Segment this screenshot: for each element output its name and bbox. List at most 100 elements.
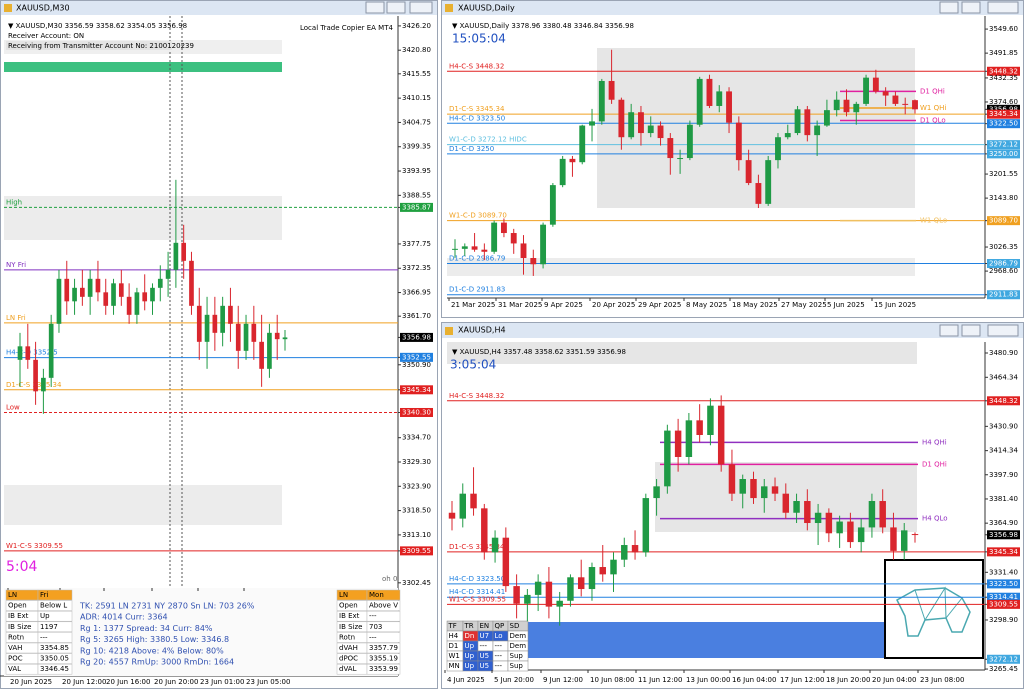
candle-body [686,124,693,159]
candle-body [728,464,736,494]
y-tick-label: 3399.35 [402,143,431,151]
restore-button[interactable] [961,1,981,14]
level-label: H4-C-S 3448.32 [449,62,504,70]
x-tick-label: 17 Jun 12:00 [780,676,824,684]
x-tick-label: 29 Apr 2025 [638,301,681,309]
minimize-button[interactable] [365,1,385,14]
candle-body [857,527,865,543]
candle-body [717,405,725,465]
level-label: W1-C-S 3309.55 [6,542,63,550]
y-tick-label: 3432.35 [989,74,1018,82]
x-tick-label: 18 May 2025 [732,301,778,309]
candle-body [814,125,821,136]
candle-timer: 5:04 [6,559,38,575]
x-tick-label: 16 Jun 04:00 [732,676,776,684]
panel-text: Below L [40,602,67,610]
logo [884,559,984,659]
trend-text: QP [495,622,505,630]
panel-text: IB Size [339,623,362,631]
x-tick-label: 11 Jun 12:00 [638,676,682,684]
title-bar[interactable] [442,323,1023,338]
title-bar[interactable] [442,1,1023,15]
candle-body [847,521,854,543]
candle-body [872,77,879,92]
panel-text: dVAH [339,644,358,652]
restore-button[interactable] [961,324,981,337]
panel-stat: Rg 20: 4557 RmUp: 3000 RmDn: 1664 [80,658,234,667]
minimize-button[interactable] [939,1,959,14]
candle-timer: 15:05:04 [452,32,506,46]
level-label: D1-C-S 3345.34 [449,105,505,113]
candle-body [794,109,801,134]
title-bar[interactable] [1,1,437,15]
zone [4,62,282,72]
window-frame [0,0,438,689]
trend-text: Dem [510,632,527,640]
candle-body [243,323,249,351]
level-label: H4-C-S 3448.32 [449,392,504,400]
panel-text: --- [40,633,48,641]
panel-text: IB Size [8,623,31,631]
candle-body [912,100,918,110]
price-tag [987,109,1020,119]
minimize-button[interactable] [939,324,959,337]
level-label: D1-C-D 2986.79 [449,255,505,263]
candle-body [642,498,650,553]
panel-text: Mon [369,591,384,599]
candle-body [892,95,899,104]
candle-body [481,249,488,252]
y-tick-label: 3309.55 [989,600,1018,608]
x-tick-label: 20 Apr 2025 [592,301,635,309]
x-tick-label: 23 Jun 08:00 [920,676,964,684]
candle-body [696,420,703,436]
panel-stat: ADR: 4014 Curr: 3364 [80,613,168,622]
candle-body [825,512,833,534]
x-tick-label: 20 Jun 2025 [10,678,52,686]
close-button[interactable] [987,324,1019,337]
candle-body [638,112,644,134]
level-label: D1 QLo [920,117,946,125]
symbol-info: ▼ XAUUSD,H4 3357.48 3358.62 3351.59 3356… [452,348,626,356]
trend-text: TF [448,622,457,630]
candle-body [228,305,233,324]
y-tick-label: 2911.83 [989,291,1018,299]
panel-text: Above V [369,602,398,610]
candle-body [674,430,682,458]
close-button[interactable] [409,1,433,14]
candle-body [513,586,520,604]
candle-body [549,185,556,225]
candle-body [911,534,919,536]
panel-cell [37,632,73,643]
candle-body [588,567,596,590]
x-tick-label: 20 Jun 12:00 [62,678,106,686]
panel-text: dVAL [339,665,357,673]
price-tag [400,332,433,342]
close-button[interactable] [987,1,1019,14]
candle-body [64,278,70,302]
panel-cell [37,663,73,675]
candle-body [80,287,85,297]
y-tick-label: 3426.20 [402,22,431,30]
price-tag [987,66,1020,76]
y-tick-label: 3414.34 [989,447,1018,455]
restore-button[interactable] [386,1,406,14]
price-tag [400,352,433,362]
y-tick-label: 3356.98 [989,105,1018,113]
price-tag [987,140,1020,150]
y-tick-label: 3265.45 [989,665,1018,673]
trend-text: --- [495,642,503,650]
trend-text: --- [495,652,503,660]
price-tag [400,202,433,212]
price-tag [987,654,1020,664]
candle-body [664,430,671,487]
trend-text: EN [480,622,490,630]
candle-body [220,305,225,333]
panel-cell [366,663,401,675]
candle-body [48,323,54,378]
panel-text: Rotn [8,633,24,641]
y-tick-label: 3393.95 [402,167,431,175]
panel-cell [366,600,401,611]
candle-body [520,243,527,259]
candle-body [134,292,140,315]
